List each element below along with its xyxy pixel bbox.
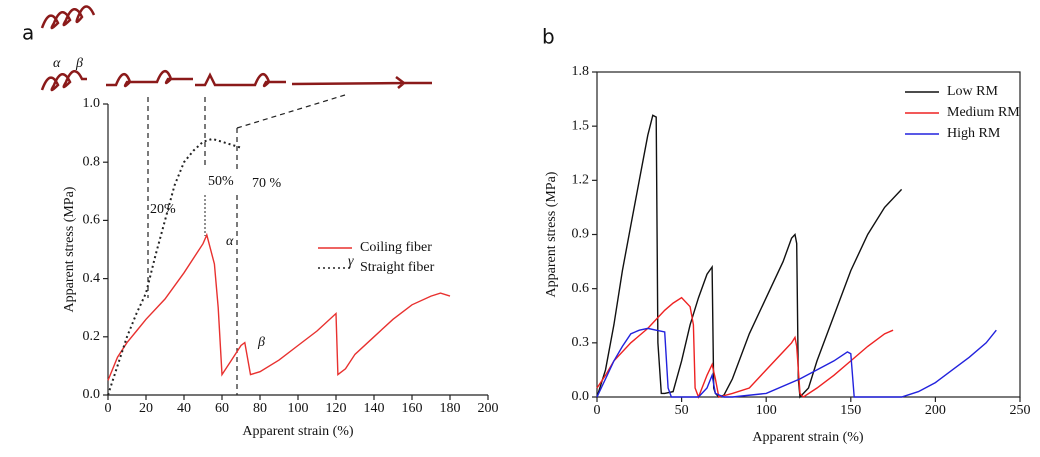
legend-label: Coiling fiber [360, 240, 432, 255]
y-tick-label: 0.8 [83, 154, 101, 169]
annotation: γ [348, 254, 354, 269]
fiber-sketches [40, 5, 432, 92]
x-tick-label: 60 [215, 401, 229, 416]
annotation: 50% [208, 174, 234, 189]
x-tick-label: 0 [594, 403, 601, 418]
guide-lines [147, 94, 346, 395]
legend-label: Low RM [947, 84, 999, 99]
y-tick-label: 1.5 [572, 118, 590, 133]
x-tick-label: 150 [840, 403, 861, 418]
guide-line [236, 94, 346, 129]
y-tick-label: 1.8 [572, 64, 590, 79]
annotation: β [75, 56, 83, 71]
x-tick-label: 20 [139, 401, 153, 416]
plot-frame [596, 71, 1021, 398]
y-tick-label: 0.0 [83, 387, 101, 402]
y-tick-label: 0.6 [83, 213, 101, 228]
panel-label: b [542, 25, 555, 49]
annotation: α [53, 56, 61, 71]
x-tick-label: 140 [364, 401, 385, 416]
x-tick-label: 200 [925, 403, 946, 418]
x-tick-label: 0 [105, 401, 112, 416]
annotation: 70 % [252, 176, 282, 191]
legend-label: Medium RM [947, 105, 1020, 120]
x-tick-label: 200 [478, 401, 499, 416]
x-tick-label: 40 [177, 401, 191, 416]
data-line [107, 232, 451, 381]
annotation: 20% [150, 202, 176, 217]
y-tick-label: 0.3 [572, 335, 590, 350]
panel-label: a [22, 21, 34, 45]
x-tick-label: 120 [326, 401, 347, 416]
x-tick-label: 160 [402, 401, 423, 416]
data-line [596, 327, 997, 398]
data-line [107, 137, 242, 396]
y-tick-label: 0.2 [83, 329, 101, 344]
x-axis-label: Apparent strain (%) [752, 430, 864, 445]
x-tick-label: 180 [440, 401, 461, 416]
y-tick-label: 1.2 [572, 173, 590, 188]
x-tick-label: 80 [253, 401, 267, 416]
x-tick-label: 50 [675, 403, 689, 418]
annotation: α [226, 234, 234, 249]
y-tick-label: 1.0 [83, 96, 101, 111]
y-axis-label: Apparent stress (MPa) [62, 186, 77, 312]
x-axis-label: Apparent strain (%) [242, 424, 354, 439]
legend-label: High RM [947, 126, 1001, 141]
y-tick-label: 0.9 [572, 227, 590, 242]
y-tick-label: 0.6 [572, 281, 590, 296]
annotation: β [257, 335, 265, 350]
y-tick-label: 0.0 [572, 389, 590, 404]
x-tick-label: 250 [1010, 403, 1031, 418]
y-tick-label: 0.4 [83, 271, 101, 286]
data-line [596, 114, 903, 399]
y-axis-label: Apparent stress (MPa) [544, 171, 559, 297]
data-line [596, 296, 894, 399]
legend-label: Straight fiber [360, 260, 435, 275]
x-tick-label: 100 [288, 401, 309, 416]
x-tick-label: 100 [756, 403, 777, 418]
